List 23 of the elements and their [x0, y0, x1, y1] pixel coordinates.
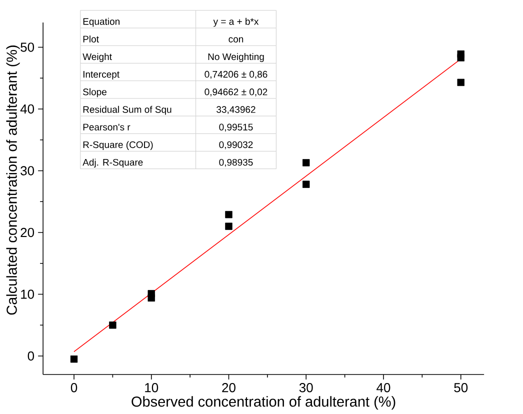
point [225, 210, 232, 218]
point [148, 294, 155, 302]
x-tick-label: 0 [70, 383, 78, 392]
y-axis-title: Calculated concentration of adulterant (%) [6, 46, 20, 315]
point [302, 180, 310, 188]
x-tick-label: 20 [222, 383, 236, 392]
point [457, 54, 464, 62]
x-tick-label: 40 [376, 383, 390, 392]
x-axis-title: Observed concentration of adulterant (%) [132, 396, 396, 410]
point [302, 159, 310, 166]
x-tick-label: 10 [145, 383, 158, 392]
y-tick-label: 0 [28, 351, 34, 361]
y-tick-label: 20 [20, 228, 34, 238]
x-tick-label: 50 [454, 383, 468, 392]
y-tick-label: 10 [21, 290, 34, 299]
point [109, 322, 116, 329]
point [457, 78, 464, 86]
y-tick-label: 30 [20, 166, 34, 176]
x-tick-label: 30 [299, 383, 313, 392]
y-tick-label: 50 [20, 42, 34, 52]
y-tick-label: 40 [20, 104, 34, 114]
point [70, 355, 78, 363]
point [225, 222, 232, 230]
